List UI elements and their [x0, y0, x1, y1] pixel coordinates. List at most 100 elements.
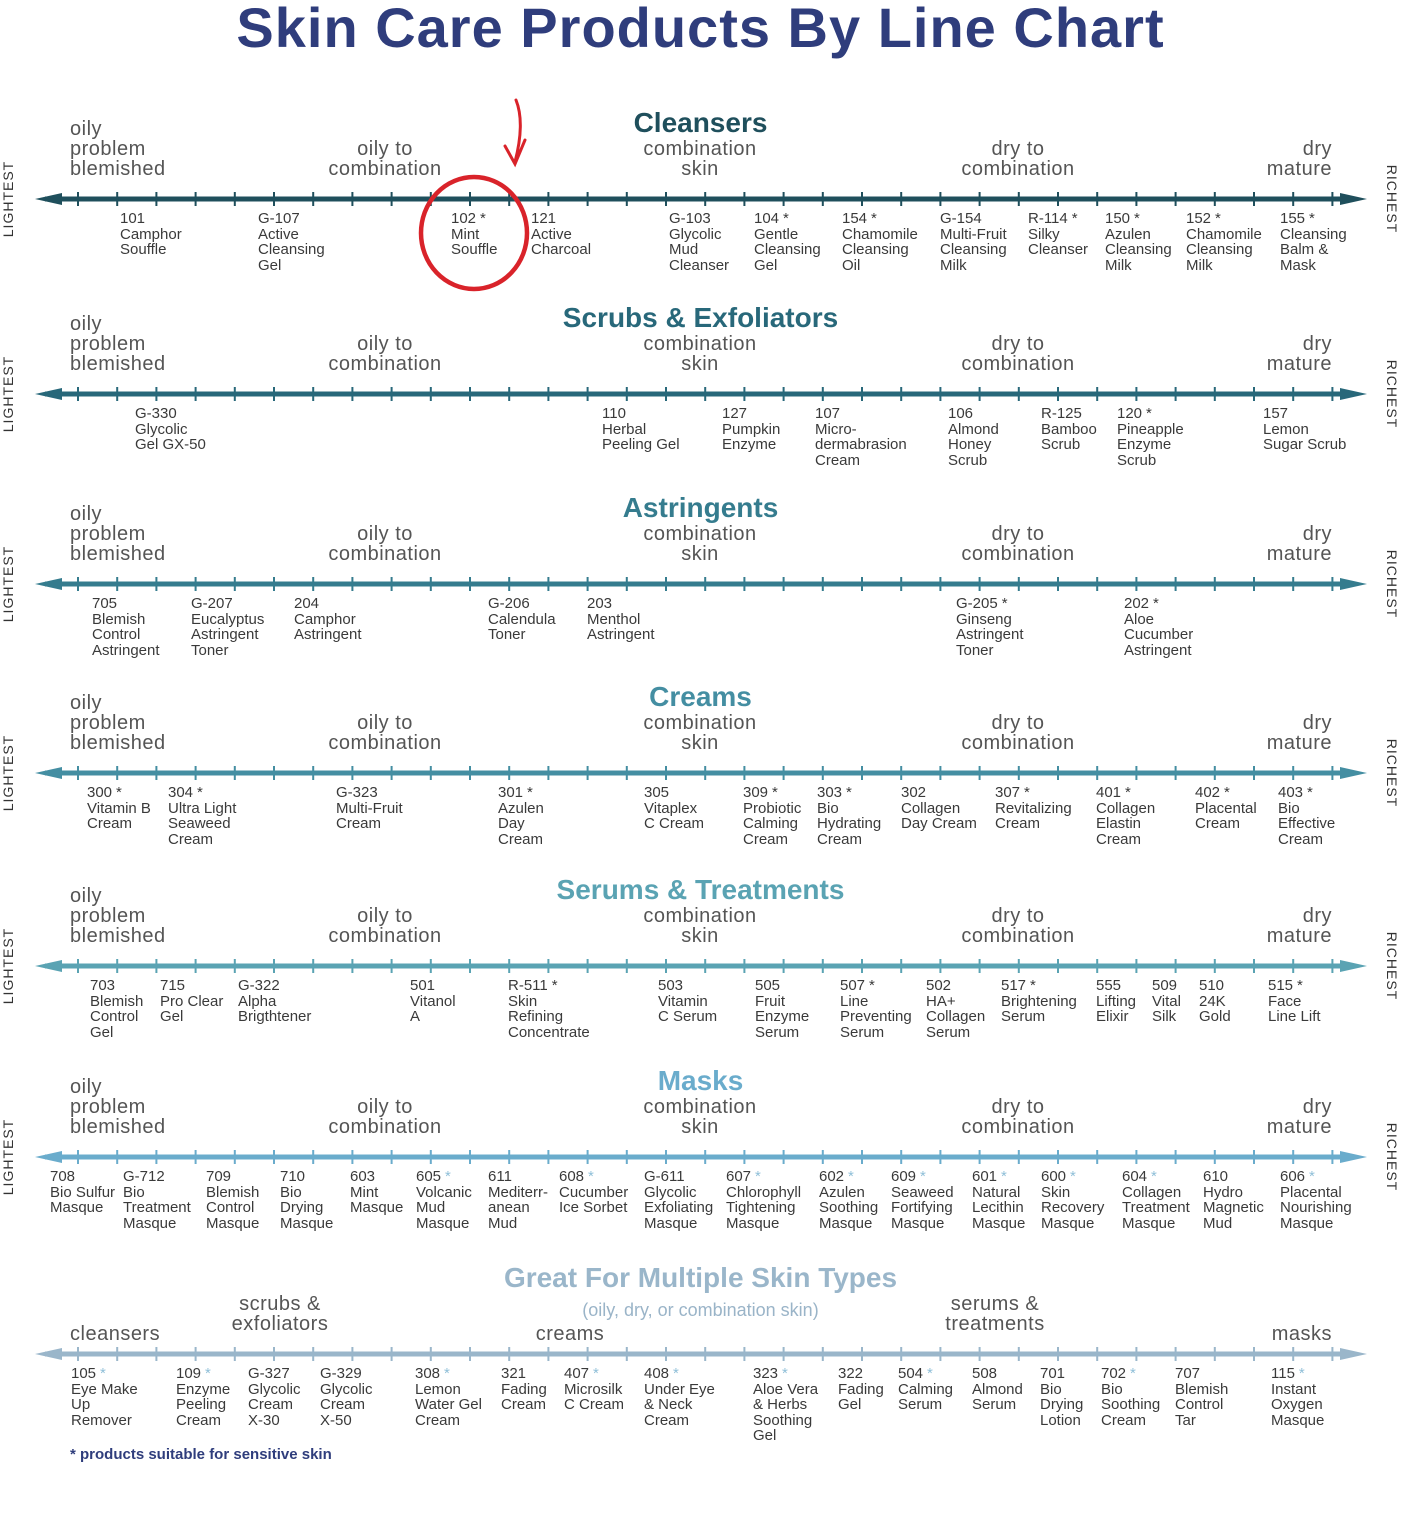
- product-code-line: 110: [602, 406, 680, 422]
- product-code: G-154: [940, 210, 982, 227]
- product-name: Almond Honey Scrub: [948, 420, 999, 469]
- axis-label-lightest: LIGHTEST: [0, 927, 16, 1005]
- product-name: Herbal Peeling Gel: [602, 420, 680, 453]
- axis-label-lightest: LIGHTEST: [0, 355, 16, 433]
- product-code-line: 709: [206, 1169, 259, 1185]
- product-item: 608 * Cucumber Ice Sorbet: [559, 1169, 628, 1216]
- product-name: Mint Masque: [350, 1183, 404, 1216]
- arrow-left-icon: [35, 578, 62, 590]
- product-code: 323: [753, 1365, 779, 1382]
- sensitive-skin-marker: *: [444, 1365, 450, 1382]
- product-code: 403: [1278, 784, 1304, 801]
- product-code: 110: [602, 405, 626, 422]
- product-item: 154 * Chamomile Cleansing Oil: [842, 211, 918, 273]
- product-code: G-103: [669, 210, 711, 227]
- product-code: 702: [1101, 1365, 1127, 1382]
- sensitive-skin-marker: *: [445, 1168, 451, 1185]
- product-code: 107: [815, 405, 841, 422]
- product-code-line: 707: [1175, 1366, 1228, 1382]
- product-name: Line Preventing Serum: [840, 992, 912, 1041]
- zone-label: oily to combination: [328, 712, 442, 754]
- sensitive-skin-marker: *: [205, 1365, 211, 1382]
- product-code-line: 604 *: [1122, 1169, 1190, 1185]
- product-code-line: 402 *: [1195, 785, 1257, 801]
- sensitive-skin-marker: *: [1024, 784, 1030, 801]
- section-serums-treatments: Serums & Treatments oily problem blemishe…: [0, 876, 1401, 1146]
- axis-label-richest: RICHEST: [1384, 359, 1400, 429]
- product-item: G-329 Glycolic Cream X-50: [320, 1366, 373, 1428]
- product-item: 120 * Pineapple Enzyme Scrub: [1117, 406, 1184, 468]
- sensitive-skin-marker: *: [480, 210, 486, 227]
- product-code-line: 107: [815, 406, 907, 422]
- product-item: G-205 * Ginseng Astringent Toner: [956, 596, 1024, 658]
- product-name: Ultra Light Seaweed Cream: [168, 799, 237, 848]
- product-code: 102: [451, 210, 477, 227]
- product-name: Mint Souffle: [451, 225, 498, 258]
- product-name: Active Cleansing Gel: [258, 225, 325, 274]
- zone-label: dry to combination: [961, 523, 1075, 565]
- arrow-left-icon: [35, 1348, 62, 1360]
- product-item: G-322 Alpha Brigthtener: [238, 978, 311, 1025]
- zone-label: scrubs & exfoliators: [231, 1293, 329, 1335]
- product-code-line: 510: [1199, 978, 1231, 994]
- product-code: 517: [1001, 977, 1027, 994]
- product-code: 104: [754, 210, 780, 227]
- product-code: 606: [1280, 1168, 1306, 1185]
- product-code: 507: [840, 977, 866, 994]
- product-code: 202: [1124, 595, 1150, 612]
- sensitive-skin-marker: *: [116, 784, 122, 801]
- sensitive-skin-marker: *: [593, 1365, 599, 1382]
- product-code-line: 401 *: [1096, 785, 1155, 801]
- product-code: R-114: [1028, 210, 1068, 227]
- product-name: Hydro Magnetic Mud: [1203, 1183, 1264, 1232]
- product-item: 510 24K Gold: [1199, 978, 1231, 1025]
- product-item: 204 Camphor Astringent: [294, 596, 362, 643]
- zone-label: dry to combination: [961, 712, 1075, 754]
- product-code: 602: [819, 1168, 845, 1185]
- product-code: G-330: [135, 405, 177, 422]
- product-code: G-207: [191, 595, 233, 612]
- product-code: 155: [1280, 210, 1306, 227]
- product-code-line: 157: [1263, 406, 1346, 422]
- product-item: 605 * Volcanic Mud Masque: [416, 1169, 472, 1231]
- product-code-line: 308 *: [415, 1366, 482, 1382]
- product-item: 104 * Gentle Cleansing Gel: [754, 211, 821, 273]
- product-code-line: 302: [901, 785, 977, 801]
- sensitive-skin-marker: *: [1070, 1168, 1076, 1185]
- product-item: G-206 Calendula Toner: [488, 596, 556, 643]
- product-code-line: 600 *: [1041, 1169, 1104, 1185]
- product-name: Gentle Cleansing Gel: [754, 225, 821, 274]
- product-name: Chlorophyll Tightening Masque: [726, 1183, 802, 1232]
- product-code-line: 115 *: [1271, 1366, 1324, 1382]
- product-code-line: 610: [1203, 1169, 1264, 1185]
- product-item: 602 * Azulen Soothing Masque: [819, 1169, 878, 1231]
- zone-label: serums & treatments: [945, 1293, 1045, 1335]
- product-code-line: 701: [1040, 1366, 1083, 1382]
- product-code: 109: [176, 1365, 202, 1382]
- product-code-line: 101: [120, 211, 182, 227]
- section-subtitle: (oily, dry, or combination skin): [582, 1300, 819, 1320]
- product-name: Aloe Cucumber Astringent: [1124, 610, 1194, 659]
- product-code-line: 606 *: [1280, 1169, 1352, 1185]
- product-code: 305: [644, 784, 670, 801]
- product-name: Placental Cream: [1195, 799, 1257, 832]
- product-item: 106 Almond Honey Scrub: [948, 406, 999, 468]
- zone-label: combination skin: [643, 333, 757, 375]
- sensitive-skin-marker: *: [1001, 595, 1008, 612]
- product-item: 707 Blemish Control Tar: [1175, 1366, 1228, 1428]
- product-name: Eucalyptus Astringent Toner: [191, 610, 265, 659]
- section-title: Great For Multiple Skin Types: [503, 1262, 898, 1293]
- product-code: 609: [891, 1168, 917, 1185]
- product-code-line: 121: [531, 211, 591, 227]
- product-item: 715 Pro Clear Gel: [160, 978, 223, 1025]
- product-name: Micro- dermabrasion Cream: [815, 420, 907, 469]
- product-code-line: 203: [587, 596, 655, 612]
- product-item: 709 Blemish Control Masque: [206, 1169, 259, 1231]
- product-item: 308 * Lemon Water Gel Cream: [415, 1366, 482, 1428]
- arrow-right-icon: [1340, 193, 1367, 205]
- product-code: 608: [559, 1168, 585, 1185]
- zone-label: dry mature: [1266, 138, 1332, 180]
- product-code: 322: [838, 1365, 864, 1382]
- product-code: 121: [531, 210, 557, 227]
- product-code: 703: [90, 977, 116, 994]
